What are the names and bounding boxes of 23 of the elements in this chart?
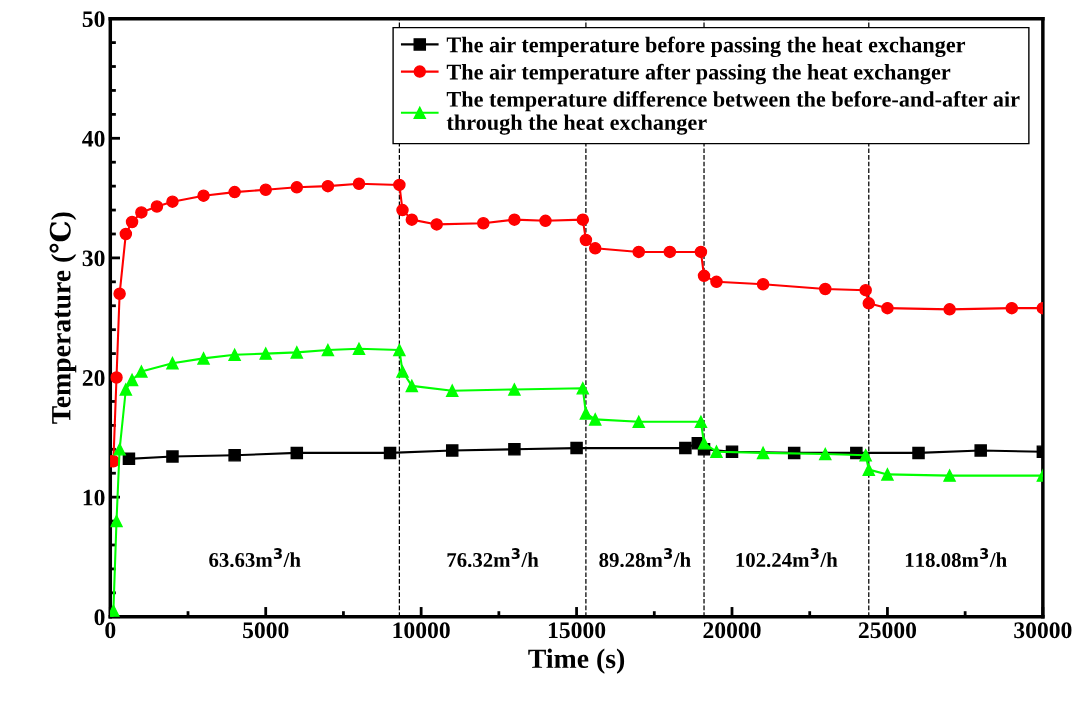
y-tick-label: 0 bbox=[94, 609, 105, 626]
x-tick-label: 20000 bbox=[703, 622, 761, 639]
x-tick-label: 5000 bbox=[243, 622, 289, 639]
legend-label: The temperature difference between the before-and-after air through the heat exchanger bbox=[446, 90, 1020, 135]
y-tick-label: 50 bbox=[82, 11, 105, 28]
annotation: 118.08m$^{3}$/h bbox=[905, 548, 1007, 568]
y-tick-label: 40 bbox=[82, 130, 105, 147]
legend-label: The air temperature before passing the heat exchanger bbox=[446, 36, 966, 58]
x-axis-title: Time (s) bbox=[528, 648, 625, 674]
legend-label: The air temperature after passing the heat exchanger bbox=[446, 63, 951, 85]
y-tick-label: 30 bbox=[82, 250, 105, 267]
x-tick-label: 15000 bbox=[548, 622, 606, 639]
y-tick-label: 20 bbox=[82, 370, 105, 386]
y-tick-label: 10 bbox=[83, 489, 105, 506]
annotation: 102.24m$^{3}$/h bbox=[736, 548, 838, 568]
x-tick-label: 10000 bbox=[393, 622, 450, 639]
annotation: 76.32m$^{3}$/h bbox=[447, 548, 539, 568]
annotation: 89.28m$^{3}$/h bbox=[599, 548, 691, 568]
x-tick-label: 0 bbox=[105, 622, 116, 639]
y-axis-title: Temperature (℃) bbox=[49, 212, 77, 424]
x-tick-label: 25000 bbox=[858, 622, 917, 639]
annotation: 63.63m$^{3}$/h bbox=[209, 548, 301, 568]
x-tick-label: 30000 bbox=[1014, 622, 1072, 639]
